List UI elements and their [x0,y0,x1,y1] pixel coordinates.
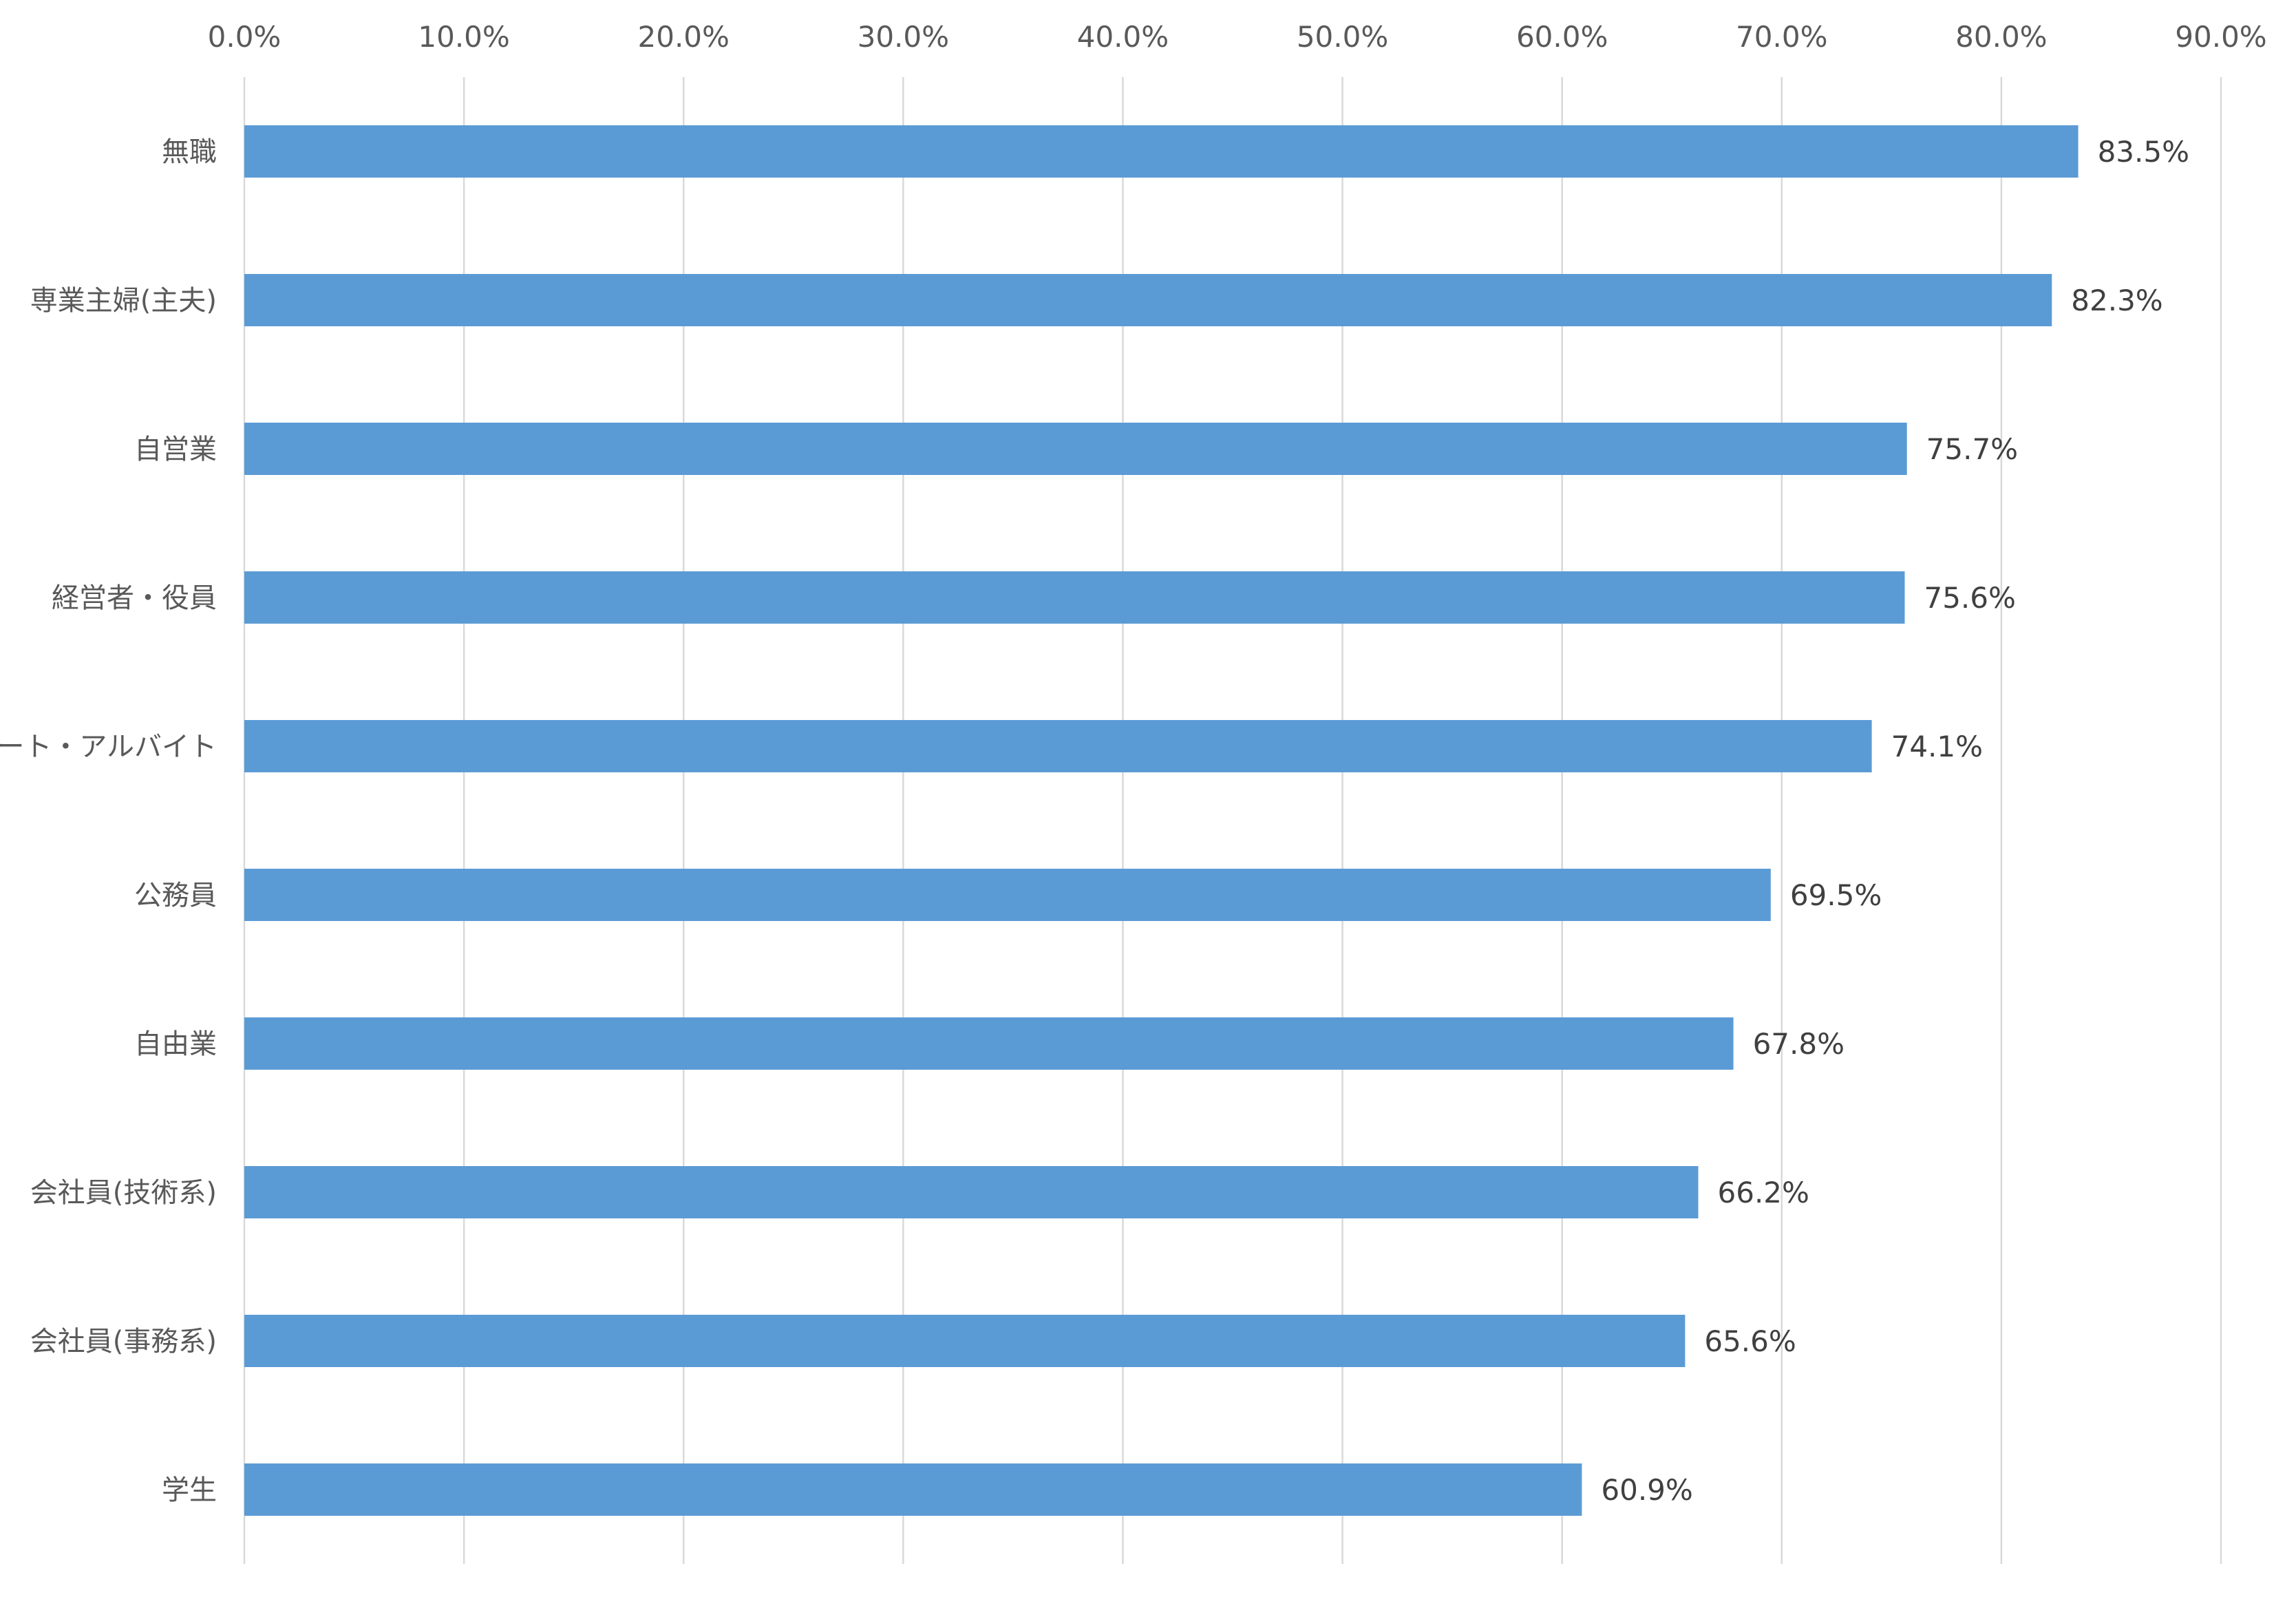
bar [244,423,1907,475]
x-tick-label: 20.0% [638,20,730,54]
data-label: 60.9% [1601,1473,1692,1507]
data-label: 69.5% [1790,878,1882,912]
bar [244,571,1905,624]
category-label: 自営業 [134,434,217,465]
data-label: 66.2% [1718,1176,1809,1209]
x-tick-label: 50.0% [1297,20,1388,54]
data-label: 75.7% [1926,432,2018,466]
category-label: 専業主婦(主夫) [30,285,217,317]
x-axis-ticks: 0.0% 10.0% 20.0% 30.0% 40.0% 50.0% 60.0% 70.0% 8… [208,20,2267,54]
x-tick-label: 30.0% [858,20,949,54]
x-tick-label: 0.0% [208,20,281,54]
bar [244,869,1771,921]
data-label: 82.3% [2071,284,2162,317]
x-tick-label: 10.0% [418,20,509,54]
x-tick-label: 70.0% [1736,20,1827,54]
data-label: 83.5% [2098,135,2189,169]
category-label: 自由業 [134,1028,217,1060]
category-label: 会社員(技術系) [30,1177,217,1209]
data-label: 67.8% [1753,1027,1845,1061]
x-tick-label: 80.0% [1955,20,2047,54]
category-label: 経営者・役員 [52,582,217,614]
bars [244,125,2079,1516]
data-labels: 83.5% 82.3% 75.7% 75.6% 74.1% 69.5% 67.8% 66.2%… [1601,135,2189,1507]
bar [244,1017,1734,1070]
category-label: 会社員(事務系) [30,1326,217,1357]
x-tick-label: 90.0% [2175,20,2266,54]
x-tick-label: 40.0% [1077,20,1169,54]
category-label: 無職 [162,136,217,168]
bar [244,1315,1686,1367]
data-label: 65.6% [1704,1324,1796,1358]
x-tick-label: 60.0% [1516,20,1608,54]
bar [244,125,2079,178]
category-label: 公務員 [134,880,217,911]
bar [244,1166,1699,1218]
category-label: パート・アルバイト [0,731,217,763]
bar [244,1463,1582,1516]
data-label: 74.1% [1891,730,1983,763]
bar [244,720,1872,772]
bar [244,274,2052,326]
data-label: 75.6% [1924,581,2015,615]
category-label: 学生 [162,1474,217,1506]
